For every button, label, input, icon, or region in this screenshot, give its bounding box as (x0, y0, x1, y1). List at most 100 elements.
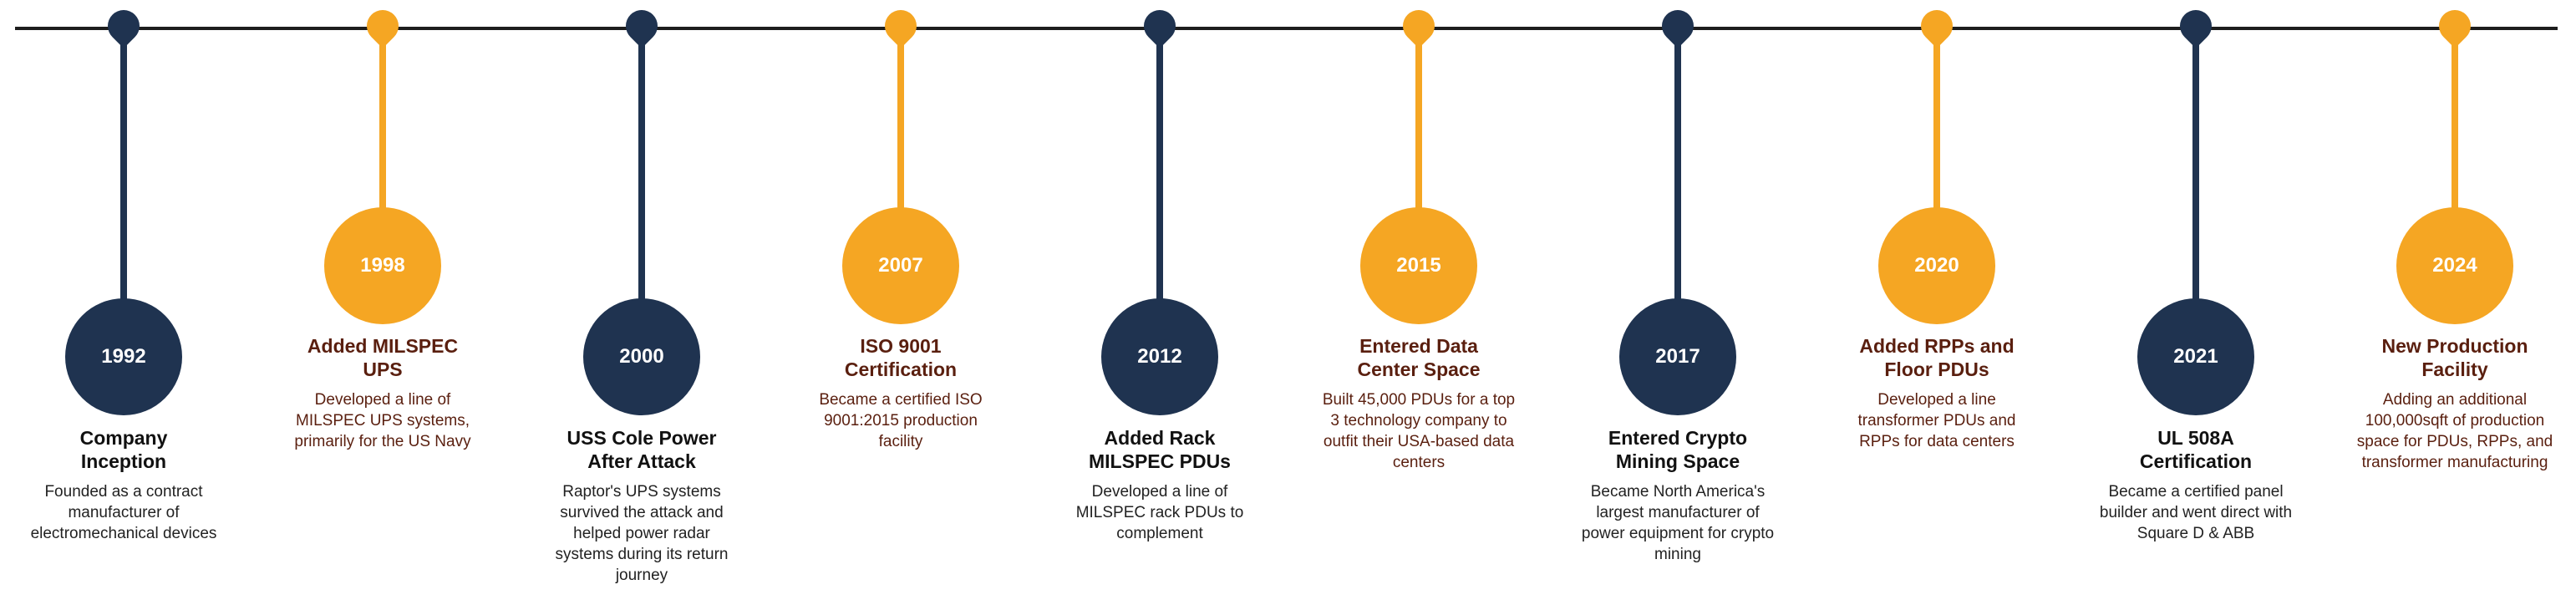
event-title-line: UL 508A (2157, 427, 2234, 449)
event-description-line: largest manufacturer of (1596, 504, 1760, 521)
event-description-line: manufacturer of (68, 504, 180, 521)
event-description-line: Built 45,000 PDUs for a top (1322, 391, 1516, 409)
year-label: 2017 (1655, 345, 1700, 368)
event-description-line: complement (1116, 525, 1203, 542)
year-label: 2000 (619, 345, 664, 368)
event-description: Adding an additional 100,000sqft of produ… (2346, 389, 2563, 473)
timeline-event-2012: 2012 Added Rack MILSPEC PDUs Developed a li… (1051, 0, 1268, 605)
timeline-event-2015: 2015 Entered Data Center Space Built 45,000… (1310, 0, 1527, 605)
event-title-line: UPS (363, 358, 403, 380)
event-description-line: helped power radar (573, 525, 710, 542)
event-stem (2452, 12, 2458, 221)
event-description-line: primarily for the US Navy (294, 433, 471, 450)
year-label: 1998 (360, 254, 405, 277)
year-bubble: 2012 (1101, 298, 1218, 415)
timeline-event-1998: 1998 Added MILSPEC UPS Developed a line of M… (274, 0, 491, 605)
event-description-line: 100,000sqft of production (2365, 412, 2545, 430)
event-description-line: RPPs for data centers (1859, 433, 2015, 450)
event-description-line: mining (1654, 546, 1701, 563)
year-label: 2012 (1137, 345, 1182, 368)
timeline-event-2021: 2021 UL 508A Certification Became a certifi… (2087, 0, 2304, 605)
event-pin-icon (2432, 3, 2477, 48)
event-title: Added Rack MILSPEC PDUs (1051, 426, 1268, 473)
year-bubble: 2020 (1878, 207, 1995, 324)
event-description-line: MILSPEC UPS systems, (296, 412, 470, 430)
event-description-line: Founded as a contract (44, 483, 203, 501)
event-pin-icon (1396, 3, 1441, 48)
event-title-line: ISO 9001 (860, 335, 942, 357)
event-description-line: journey (615, 567, 668, 584)
event-title-line: Entered Crypto (1608, 427, 1748, 449)
event-description-line: builder and went direct with (2099, 504, 2293, 521)
event-description-line: Square D & ABB (2137, 525, 2255, 542)
event-description-line: Raptor's UPS systems (562, 483, 721, 501)
year-bubble: 2017 (1619, 298, 1736, 415)
event-title-line: New Production (2381, 335, 2528, 357)
event-description-line: space for PDUs, RPPs, and (2356, 433, 2553, 450)
event-title: ISO 9001 Certification (792, 334, 1009, 381)
event-title-line: Company (79, 427, 168, 449)
timeline-axis-line (15, 27, 2558, 30)
event-pin-icon (101, 3, 146, 48)
event-description-line: centers (1392, 454, 1446, 471)
event-stem (120, 12, 127, 313)
year-bubble: 2015 (1360, 207, 1477, 324)
event-title-line: After Attack (587, 450, 696, 472)
event-description: Became a certified panel builder and went… (2087, 481, 2304, 544)
event-description-line: survived the attack and (560, 504, 724, 521)
event-description-line: Became a certified panel (2108, 483, 2284, 501)
event-title: Entered Crypto Mining Space (1569, 426, 1786, 473)
event-description: Became a certified ISO 9001:2015 producti… (792, 389, 1009, 452)
year-label: 2020 (1914, 254, 1959, 277)
event-description-line: facility (878, 433, 923, 450)
event-title-line: Entered Data (1359, 335, 1478, 357)
event-title: USS Cole Power After Attack (533, 426, 750, 473)
year-label: 2007 (878, 254, 923, 277)
year-bubble: 2021 (2137, 298, 2254, 415)
event-title-line: MILSPEC PDUs (1089, 450, 1231, 472)
year-label: 2024 (2432, 254, 2477, 277)
event-title-line: Added Rack (1104, 427, 1216, 449)
event-description-line: transformer manufacturing (2361, 454, 2548, 471)
event-title-line: Center Space (1357, 358, 1481, 380)
event-description-line: systems during its return (555, 546, 729, 563)
timeline-event-2017: 2017 Entered Crypto Mining Space Became Nor… (1569, 0, 1786, 605)
event-description-line: Became North America's (1590, 483, 1766, 501)
event-title: Entered Data Center Space (1310, 334, 1527, 381)
event-title-line: Floor PDUs (1884, 358, 1989, 380)
event-description-line: Adding an additional (2382, 391, 2528, 409)
event-pin-icon (1137, 3, 1182, 48)
event-pin-icon (1655, 3, 1700, 48)
event-description-line: outfit their USA-based data (1323, 433, 1515, 450)
event-stem (897, 12, 904, 221)
event-title: UL 508A Certification (2087, 426, 2304, 473)
event-pin-icon (360, 3, 405, 48)
event-description-line: Developed a line of (1091, 483, 1228, 501)
year-label: 2015 (1396, 254, 1441, 277)
event-title-line: Certification (844, 358, 958, 380)
event-description: Became North America's largest manufactur… (1569, 481, 1786, 565)
event-pin-icon (1914, 3, 1959, 48)
year-bubble: 2007 (842, 207, 959, 324)
event-description: Developed a line transformer PDUs and RPPs… (1828, 389, 2045, 452)
event-title-line: Mining Space (1615, 450, 1740, 472)
event-title-line: Added RPPs and (1859, 335, 2015, 357)
event-stem (638, 12, 645, 313)
year-bubble: 2000 (583, 298, 700, 415)
timeline-event-2007: 2007 ISO 9001 Certification Became a certif… (792, 0, 1009, 605)
event-stem (2192, 12, 2199, 313)
timeline-event-1992: 1992 Company Inception Founded as a contrac… (15, 0, 232, 605)
event-title-line: Inception (80, 450, 167, 472)
event-title-line: Added MILSPEC (307, 335, 459, 357)
timeline-event-2024: 2024 New Production Facility Adding an addi… (2346, 0, 2563, 605)
timeline-event-2020: 2020 Added RPPs and Floor PDUs Developed a … (1828, 0, 2045, 605)
event-stem (1156, 12, 1163, 313)
event-description-line: 9001:2015 production (824, 412, 978, 430)
event-description: Founded as a contract manufacturer of elec… (15, 481, 232, 544)
event-stem (1415, 12, 1422, 221)
event-title: Company Inception (15, 426, 232, 473)
year-label: 2021 (2173, 345, 2218, 368)
event-title-line: USS Cole Power (567, 427, 717, 449)
event-description-line: transformer PDUs and (1857, 412, 2016, 430)
